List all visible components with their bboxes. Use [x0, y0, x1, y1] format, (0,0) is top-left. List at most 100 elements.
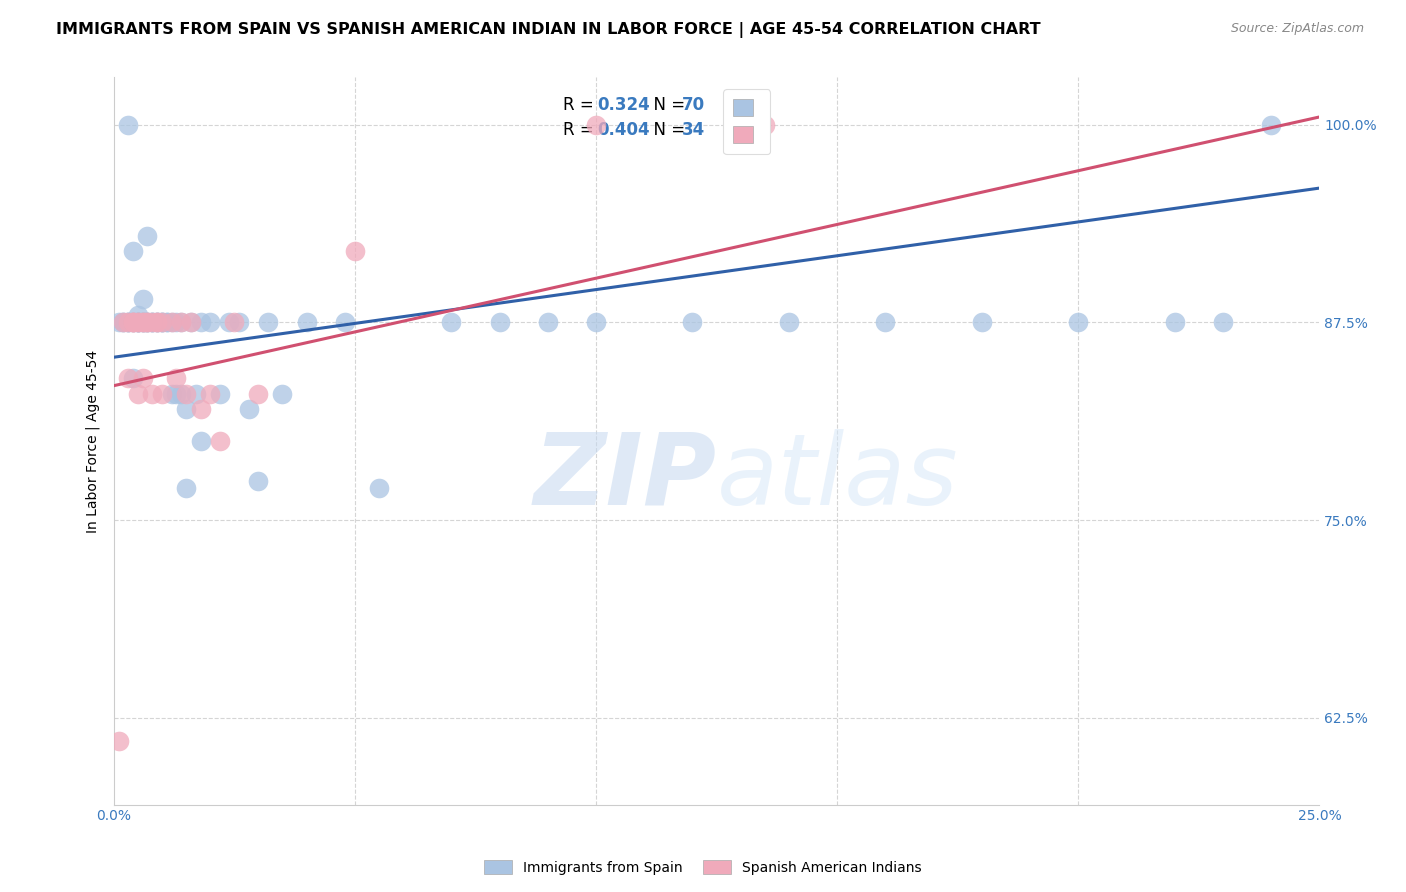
Point [335, 316, 357, 330]
Point [198, 386, 221, 401]
Point [127, 316, 149, 330]
Point [150, 316, 173, 330]
Point [131, 316, 153, 330]
Point [488, 316, 510, 330]
Text: atlas: atlas [717, 429, 959, 526]
Point [165, 316, 187, 330]
Point [136, 316, 159, 330]
Point [165, 386, 187, 401]
Point [170, 386, 193, 401]
Point [160, 386, 183, 401]
Point [150, 386, 173, 401]
Point [174, 482, 197, 496]
Text: N =: N = [643, 120, 690, 139]
Point [136, 316, 159, 330]
Point [127, 316, 149, 330]
Point [141, 316, 163, 330]
Point [1260, 118, 1282, 132]
Text: 0.324: 0.324 [598, 96, 650, 114]
Text: R =: R = [564, 96, 599, 114]
Point [112, 316, 135, 330]
Point [247, 474, 270, 488]
Point [122, 316, 145, 330]
Point [190, 402, 212, 417]
Point [122, 371, 145, 385]
Point [271, 386, 294, 401]
Point [136, 316, 159, 330]
Point [141, 386, 163, 401]
Point [180, 316, 202, 330]
Point [131, 371, 153, 385]
Point [150, 316, 173, 330]
Point [141, 316, 163, 330]
Point [131, 292, 153, 306]
Point [257, 316, 280, 330]
Point [343, 244, 366, 259]
Point [150, 316, 173, 330]
Point [122, 316, 145, 330]
Point [136, 228, 159, 243]
Point [1164, 316, 1187, 330]
Point [208, 386, 231, 401]
Point [117, 118, 139, 132]
Point [122, 244, 145, 259]
Point [585, 316, 607, 330]
Point [180, 316, 202, 330]
Text: Source: ZipAtlas.com: Source: ZipAtlas.com [1230, 22, 1364, 36]
Point [131, 316, 153, 330]
Point [112, 316, 135, 330]
Point [146, 316, 169, 330]
Point [218, 316, 240, 330]
Point [165, 371, 187, 385]
Point [107, 734, 129, 748]
Point [131, 316, 153, 330]
Point [136, 316, 159, 330]
Point [160, 316, 183, 330]
Point [440, 316, 463, 330]
Point [122, 316, 145, 330]
Point [1067, 316, 1090, 330]
Point [682, 316, 704, 330]
Point [107, 316, 129, 330]
Point [117, 316, 139, 330]
Point [141, 316, 163, 330]
Point [127, 308, 149, 322]
Point [136, 316, 159, 330]
Point [131, 316, 153, 330]
Point [141, 316, 163, 330]
Text: 34: 34 [682, 120, 704, 139]
Point [198, 316, 221, 330]
Point [156, 316, 179, 330]
Point [146, 316, 169, 330]
Point [247, 386, 270, 401]
Point [190, 434, 212, 448]
Point [122, 316, 145, 330]
Point [174, 402, 197, 417]
Point [117, 316, 139, 330]
Point [117, 371, 139, 385]
Point [146, 316, 169, 330]
Point [117, 316, 139, 330]
Point [127, 316, 149, 330]
Point [295, 316, 318, 330]
Point [127, 386, 149, 401]
Point [127, 316, 149, 330]
Text: R =: R = [564, 120, 599, 139]
Text: 70: 70 [682, 96, 704, 114]
Point [970, 316, 993, 330]
Point [224, 316, 246, 330]
Text: N =: N = [643, 96, 690, 114]
Point [112, 316, 135, 330]
Point [190, 316, 212, 330]
Point [875, 316, 897, 330]
Point [537, 316, 560, 330]
Point [160, 316, 183, 330]
Point [150, 316, 173, 330]
Point [146, 316, 169, 330]
Point [778, 316, 800, 330]
Legend: , : , [723, 89, 770, 154]
Point [146, 316, 169, 330]
Point [238, 402, 260, 417]
Point [131, 316, 153, 330]
Point [127, 316, 149, 330]
